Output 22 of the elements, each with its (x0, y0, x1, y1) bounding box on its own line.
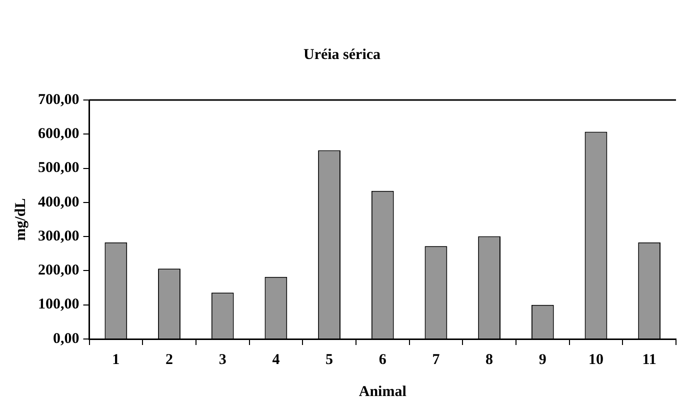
y-tick-label: 500,00 (38, 160, 80, 176)
x-tick-label: 1 (112, 352, 120, 368)
y-tick-label: 200,00 (38, 262, 80, 279)
x-tick-label: 3 (218, 352, 226, 368)
x-tick-label: 8 (486, 352, 494, 368)
x-tick-label: 6 (378, 352, 387, 368)
y-tick-label: 600,00 (38, 126, 80, 142)
x-tick-label: 5 (326, 352, 334, 368)
x-tick-label: 2 (166, 352, 174, 368)
x-tick-label: 4 (272, 352, 280, 368)
y-tick-label: 400,00 (38, 194, 80, 210)
y-axis-title: mg/dL (12, 198, 29, 241)
x-tick-label: 7 (432, 352, 440, 368)
y-tick-label: 0,00 (53, 330, 80, 347)
x-axis-title: Animal (358, 384, 406, 400)
y-tick-label: 700,00 (38, 92, 80, 108)
y-tick-label: 300,00 (38, 228, 80, 244)
x-tick-label: 9 (538, 352, 546, 368)
x-tick-label: 11 (642, 352, 656, 368)
x-tick-label: 10 (588, 352, 604, 368)
chart-title: Uréia sérica (303, 46, 382, 63)
y-tick-label: 100,00 (38, 296, 80, 313)
